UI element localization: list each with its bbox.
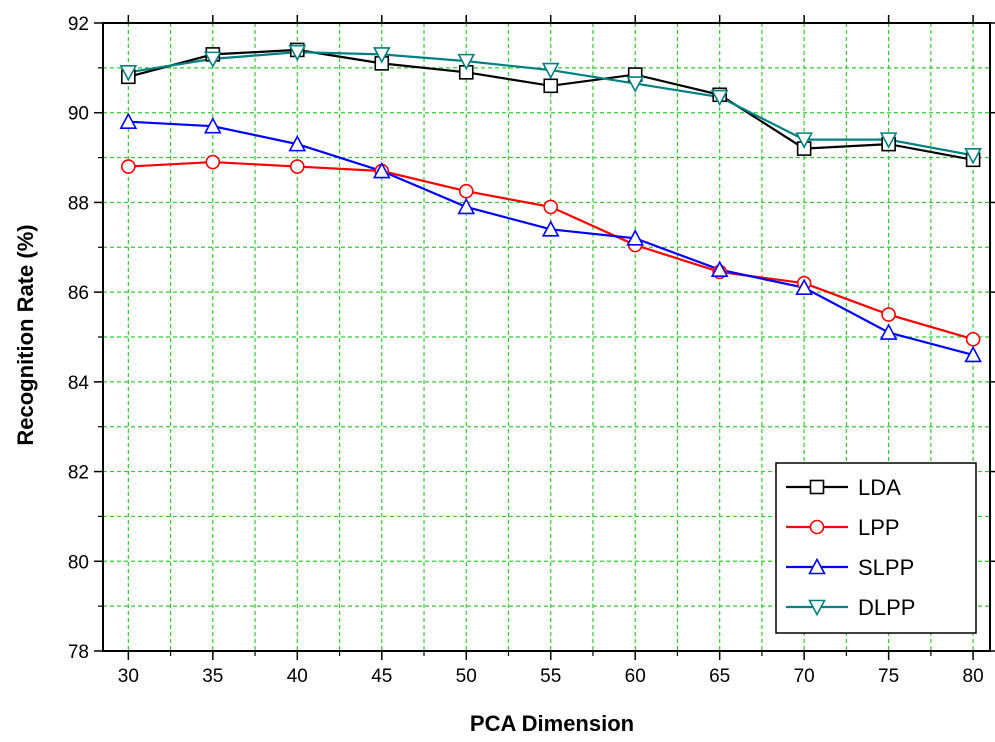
data-point-dlpp <box>457 53 476 71</box>
y-tick-label: 80 <box>68 552 89 573</box>
y-tick-label: 90 <box>68 104 89 125</box>
data-point-slpp <box>626 229 645 246</box>
x-tick-label: 70 <box>794 666 815 687</box>
x-axis-title: PCA Dimension <box>470 711 634 736</box>
data-point-dlpp <box>203 51 222 69</box>
legend-marker-slpp <box>808 557 826 575</box>
data-point-slpp <box>372 161 391 179</box>
data-point-dlpp <box>119 65 138 82</box>
data-point-dlpp <box>626 76 645 93</box>
data-point-lpp <box>965 331 981 347</box>
data-point-slpp <box>541 220 560 237</box>
data-point-dlpp <box>372 47 391 64</box>
data-point-dlpp <box>710 89 729 107</box>
data-point-slpp <box>203 116 222 134</box>
legend-label-slpp: SLPP <box>858 555 914 580</box>
data-point-slpp <box>710 260 729 278</box>
data-point-lpp <box>543 199 559 215</box>
legend-label-lpp: LPP <box>858 515 900 540</box>
data-point-dlpp <box>288 44 307 62</box>
data-point-slpp <box>457 197 476 215</box>
legend-label-dlpp: DLPP <box>858 595 915 620</box>
legend-label-lda: LDA <box>858 475 901 500</box>
data-point-dlpp <box>879 132 898 149</box>
x-tick-label: 40 <box>287 666 308 687</box>
x-tick-label: 50 <box>456 666 477 687</box>
x-tick-label: 30 <box>118 666 139 687</box>
y-tick-label: 82 <box>68 463 89 484</box>
data-point-slpp <box>795 278 813 295</box>
y-tick-label: 92 <box>68 14 89 35</box>
data-point-lpp <box>881 307 896 322</box>
data-point-lpp <box>289 159 305 174</box>
x-tick-label: 80 <box>963 666 984 687</box>
data-point-slpp <box>119 112 138 129</box>
data-point-slpp <box>288 134 307 152</box>
x-tick-label: 60 <box>625 666 646 687</box>
legend-box <box>775 462 977 634</box>
y-tick-label: 88 <box>68 193 89 214</box>
data-point-slpp <box>964 345 982 363</box>
y-tick-label: 86 <box>68 283 89 304</box>
axes: 30 35 40 45 50 55 60 65 70 75 80 78 80 82 84 86 88 90 92 <box>68 14 995 687</box>
data-point-lpp <box>121 159 136 174</box>
y-axis-title: Recognition Rate (%) <box>13 224 38 445</box>
data-point-dlpp <box>795 132 813 149</box>
data-point-lpp <box>205 154 221 170</box>
data-point-lda <box>543 78 559 94</box>
x-tick-label: 65 <box>709 666 730 687</box>
x-tick-label: 35 <box>202 666 223 687</box>
y-tick-label: 78 <box>68 642 89 663</box>
data-point-dlpp <box>964 148 982 165</box>
data-point-dlpp <box>541 62 560 80</box>
legend-marker-lpp <box>809 519 825 535</box>
data-point-slpp <box>879 323 898 340</box>
data-point-lpp <box>458 183 474 199</box>
x-tick-label: 55 <box>540 666 561 687</box>
x-tick-label: 75 <box>878 666 899 687</box>
legend-marker-lda <box>809 479 825 495</box>
legend: LDA LPP SLPP DLPP <box>775 462 977 634</box>
y-tick-label: 84 <box>68 373 90 394</box>
series-group <box>119 42 982 363</box>
x-tick-label: 45 <box>371 666 392 687</box>
legend-marker-dlpp <box>808 599 826 617</box>
